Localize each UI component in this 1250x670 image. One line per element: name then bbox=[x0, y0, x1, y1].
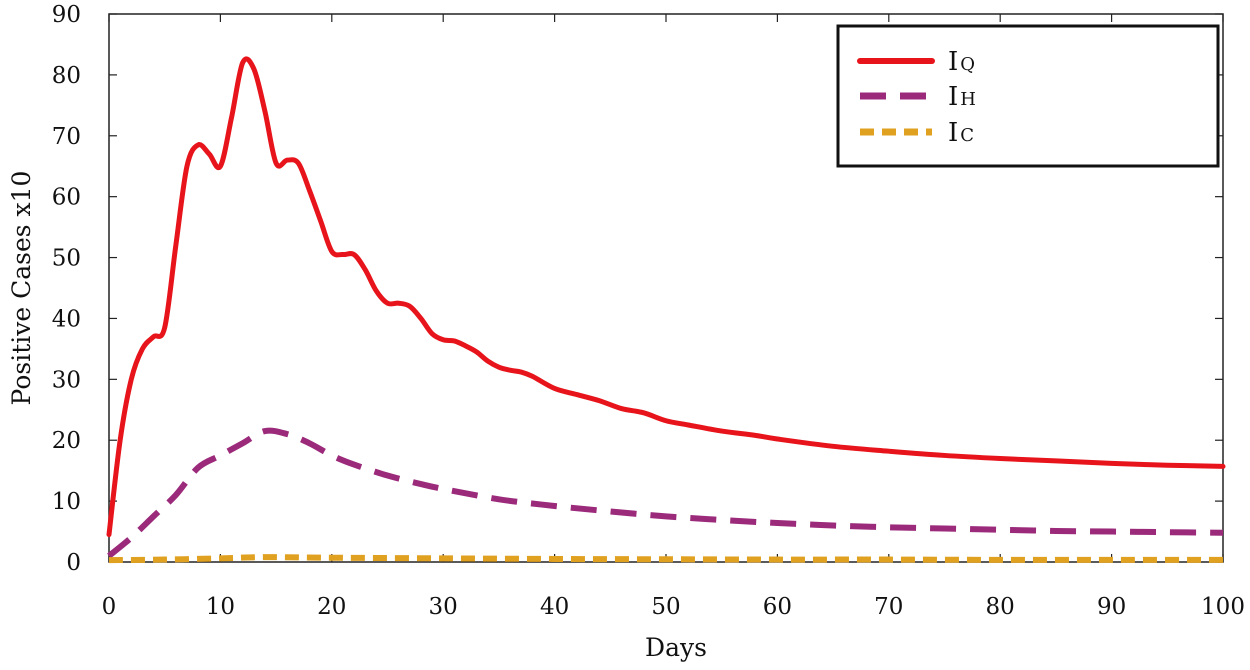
y-tick-label: 90 bbox=[52, 2, 81, 28]
series-lines bbox=[106, 56, 1226, 564]
x-tick-label: 80 bbox=[986, 594, 1015, 620]
x-axis-title: Days bbox=[645, 633, 707, 662]
legend-label-main: I bbox=[948, 82, 958, 112]
plot-area: 0 10 20 30 40 50 60 70 80 90 0 10 20 30 40 50 60 70 80 90 1… bbox=[52, 2, 1245, 620]
legend-label-main: I bbox=[948, 47, 958, 77]
y-tick-label: 80 bbox=[52, 63, 81, 89]
y-tick-label: 30 bbox=[52, 367, 81, 393]
y-tick-label: 10 bbox=[52, 489, 81, 515]
x-tick-label: 100 bbox=[1201, 594, 1245, 620]
y-axis-title: Positive Cases x10 bbox=[7, 171, 36, 406]
y-tick-label: 70 bbox=[52, 124, 81, 150]
x-tick-label: 0 bbox=[102, 594, 117, 620]
series-line-ih bbox=[107, 427, 1224, 559]
y-axis-ticks: 0 10 20 30 40 50 60 70 80 90 bbox=[52, 2, 1223, 576]
y-tick-label: 40 bbox=[52, 306, 81, 332]
legend-box bbox=[836, 24, 1220, 168]
x-tick-label: 90 bbox=[1097, 594, 1126, 620]
x-tick-label: 20 bbox=[317, 594, 346, 620]
series-line-iq bbox=[106, 56, 1226, 538]
x-axis-ticks: 0 10 20 30 40 50 60 70 80 90 100 bbox=[102, 14, 1245, 620]
legend-label-sub: H bbox=[960, 89, 976, 110]
legend-label-sub: C bbox=[960, 125, 974, 146]
y-tick-label: 0 bbox=[66, 550, 81, 576]
x-tick-label: 50 bbox=[651, 594, 680, 620]
legend: I QI HI C bbox=[836, 24, 1220, 168]
series-line-ic bbox=[108, 554, 1223, 564]
y-tick-label: 60 bbox=[52, 185, 81, 211]
legend-entries: I QI HI C bbox=[857, 47, 976, 148]
legend-label-main: I bbox=[948, 118, 958, 148]
x-tick-label: 40 bbox=[540, 594, 569, 620]
y-tick-label: 50 bbox=[52, 246, 81, 272]
x-tick-label: 30 bbox=[429, 594, 458, 620]
x-tick-label: 60 bbox=[763, 594, 792, 620]
y-tick-label: 20 bbox=[52, 428, 81, 454]
legend-label-sub: Q bbox=[960, 54, 975, 75]
x-tick-label: 70 bbox=[874, 594, 903, 620]
x-tick-label: 10 bbox=[206, 594, 235, 620]
